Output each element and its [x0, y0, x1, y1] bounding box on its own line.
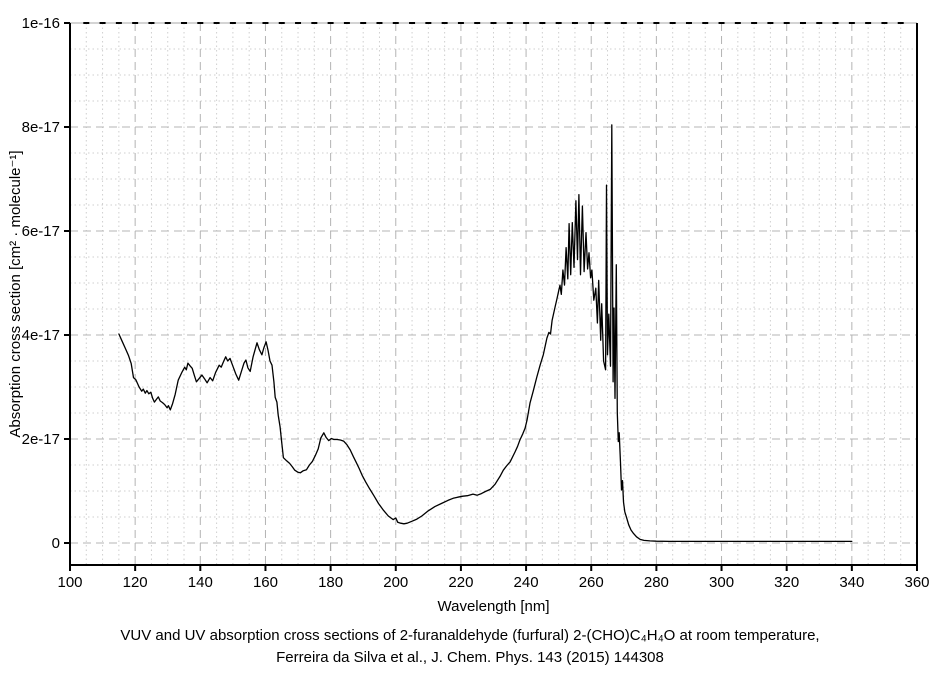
x-tick-label: 180 — [318, 574, 343, 591]
top-axis-minor-tick — [865, 22, 872, 24]
x-tick-label: 360 — [904, 574, 929, 591]
top-axis-minor-tick — [376, 22, 383, 24]
x-tick-label: 240 — [514, 574, 539, 591]
top-axis-minor-tick — [441, 22, 448, 24]
top-axis-minor-tick — [734, 22, 741, 24]
x-axis-label: Wavelength [nm] — [437, 598, 550, 615]
top-axis-minor-tick — [425, 22, 432, 24]
top-axis-minor-tick — [523, 22, 530, 24]
y-tick-label: 8e-17 — [22, 119, 60, 136]
spectrum-curve — [118, 124, 853, 543]
top-axis-minor-tick — [197, 22, 204, 24]
top-axis-minor-tick — [262, 22, 269, 24]
x-tick-label: 120 — [123, 574, 148, 591]
top-axis-minor-tick — [620, 22, 627, 24]
top-axis-minor-tick — [751, 22, 758, 24]
x-tick-label: 200 — [383, 574, 408, 591]
top-axis-minor-tick — [799, 22, 806, 24]
x-tick-label: 160 — [253, 574, 278, 591]
x-tick-label: 140 — [188, 574, 213, 591]
top-axis-minor-tick — [718, 22, 725, 24]
top-axis-minor-tick — [457, 22, 464, 24]
y-tick-label: 0 — [52, 535, 60, 552]
y-tick-label: 2e-17 — [22, 431, 60, 448]
top-axis-minor-tick — [588, 22, 595, 24]
top-axis-minor-tick — [490, 22, 497, 24]
x-tick-label: 280 — [644, 574, 669, 591]
top-axis-minor-tick — [327, 22, 334, 24]
top-axis-minor-tick — [571, 22, 578, 24]
top-axis-minor-tick — [343, 22, 350, 24]
caption-reference: Ferreira da Silva et al., J. Chem. Phys.… — [276, 649, 664, 666]
top-axis-minor-tick — [246, 22, 253, 24]
top-axis-minor-tick — [897, 22, 904, 24]
top-axis-minor-tick — [653, 22, 660, 24]
top-axis-minor-tick — [83, 22, 90, 24]
top-axis-minor-tick — [702, 22, 709, 24]
x-tick-label: 300 — [709, 574, 734, 591]
top-axis-minor-tick — [506, 22, 513, 24]
top-axis-minor-tick — [783, 22, 790, 24]
top-axis-minor-tick — [115, 22, 122, 24]
top-axis-minor-tick — [539, 22, 546, 24]
top-axis-minor-tick — [132, 22, 139, 24]
top-axis-minor-tick — [637, 22, 644, 24]
top-axis-minor-tick — [148, 22, 155, 24]
top-axis-minor-tick — [555, 22, 562, 24]
x-tick-label: 220 — [448, 574, 473, 591]
top-axis-minor-tick — [99, 22, 106, 24]
top-axis-minor-tick — [392, 22, 399, 24]
top-axis-minor-tick — [832, 22, 839, 24]
top-axis-minor-tick — [229, 22, 236, 24]
top-axis-minor-tick — [181, 22, 188, 24]
y-tick-label: 6e-17 — [22, 223, 60, 240]
x-tick-label: 320 — [774, 574, 799, 591]
y-axis-label: Absorption cross section [cm² · molecule… — [7, 150, 24, 438]
top-axis-minor-tick — [848, 22, 855, 24]
top-axis-minor-tick — [278, 22, 285, 24]
x-tick-label: 340 — [839, 574, 864, 591]
top-axis-minor-tick — [604, 22, 611, 24]
top-axis-minor-tick — [213, 22, 220, 24]
top-axis-minor-tick — [311, 22, 318, 24]
top-axis-minor-tick — [164, 22, 171, 24]
top-axis-minor-tick — [685, 22, 692, 24]
top-axis-minor-tick — [669, 22, 676, 24]
y-tick-label: 1e-16 — [22, 15, 60, 32]
top-axis-minor-tick — [474, 22, 481, 24]
top-axis-minor-tick — [881, 22, 888, 24]
caption-title: VUV and UV absorption cross sections of … — [120, 627, 820, 644]
top-axis-minor-tick — [767, 22, 774, 24]
top-axis-minor-tick — [295, 22, 302, 24]
x-tick-label: 260 — [579, 574, 604, 591]
x-tick-label: 100 — [57, 574, 82, 591]
top-axis-minor-tick — [409, 22, 416, 24]
top-axis-minor-tick — [360, 22, 367, 24]
y-tick-label: 4e-17 — [22, 327, 60, 344]
top-axis-minor-tick — [816, 22, 823, 24]
